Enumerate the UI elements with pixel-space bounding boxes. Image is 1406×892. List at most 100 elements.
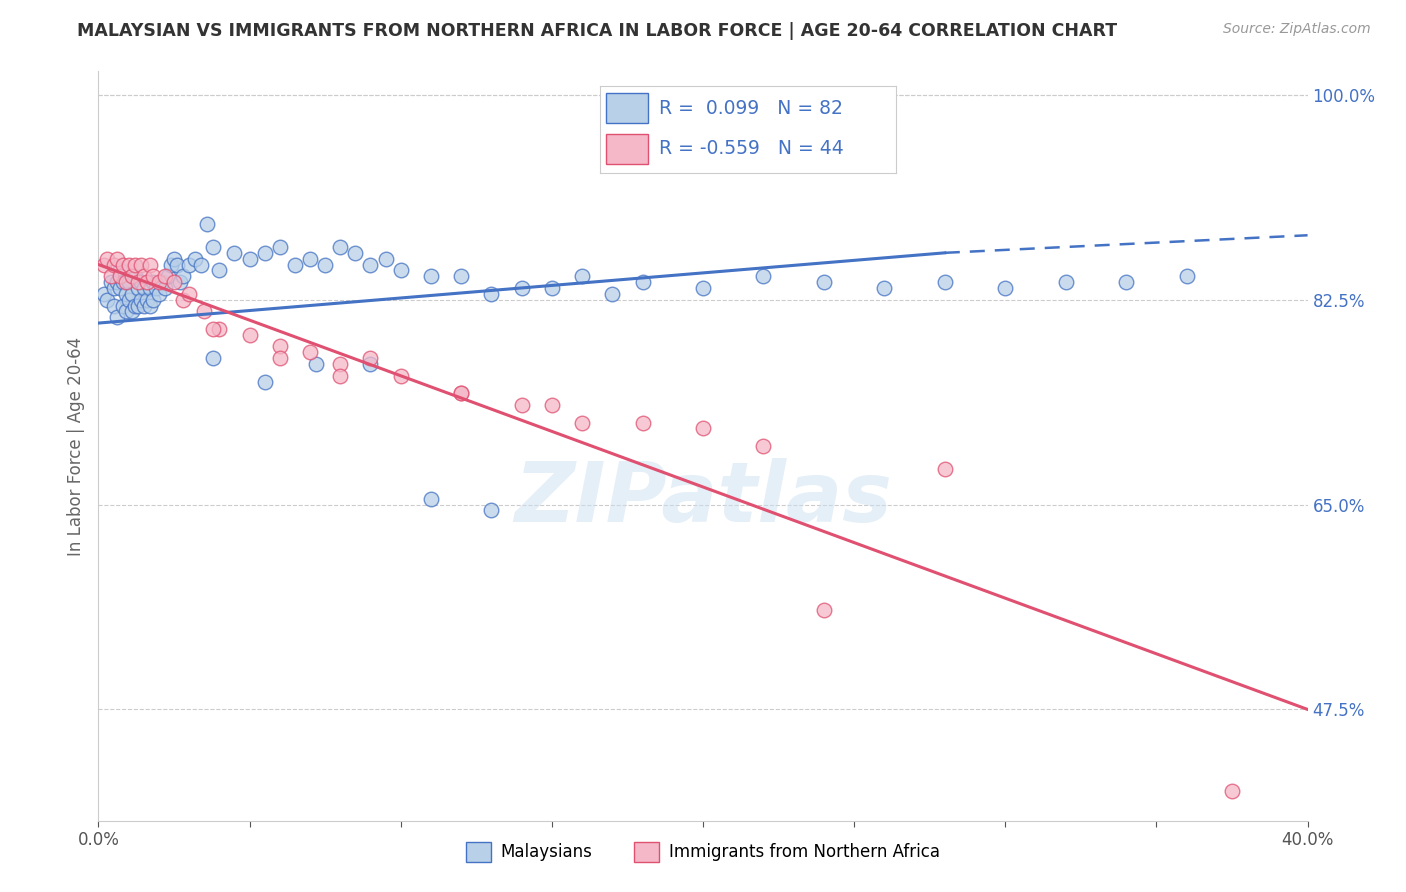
Point	[139, 298, 162, 313]
Point	[389, 368, 412, 383]
Point	[93, 258, 115, 272]
Point	[195, 217, 218, 231]
Point	[934, 275, 956, 289]
Point	[135, 275, 157, 289]
Point	[148, 286, 170, 301]
Point	[124, 298, 146, 313]
Point	[124, 269, 146, 284]
Point	[752, 269, 775, 284]
Point	[299, 345, 322, 359]
Point	[166, 258, 188, 272]
Point	[202, 322, 225, 336]
Point	[481, 503, 503, 517]
Point	[510, 281, 533, 295]
Point	[111, 275, 134, 289]
Point	[510, 398, 533, 412]
Point	[239, 252, 262, 266]
Point	[934, 462, 956, 476]
Point	[305, 357, 328, 371]
Point	[118, 293, 141, 307]
Point	[142, 269, 165, 284]
Point	[148, 275, 170, 289]
Point	[121, 286, 143, 301]
Point	[184, 252, 207, 266]
Point	[631, 416, 654, 430]
Point	[150, 275, 173, 289]
Point	[108, 269, 131, 284]
Point	[994, 281, 1017, 295]
Point	[450, 386, 472, 401]
Point	[103, 281, 125, 295]
Point	[224, 245, 246, 260]
Point	[253, 245, 276, 260]
Point	[118, 258, 141, 272]
Point	[153, 281, 176, 295]
Point	[269, 339, 291, 353]
Point	[132, 281, 155, 295]
Point	[127, 298, 149, 313]
Point	[103, 258, 125, 272]
Point	[202, 351, 225, 366]
Point	[190, 258, 212, 272]
Point	[172, 269, 194, 284]
Point	[163, 275, 186, 289]
Point	[239, 327, 262, 342]
Point	[360, 357, 382, 371]
Point	[253, 375, 276, 389]
Point	[111, 298, 134, 313]
Point	[172, 293, 194, 307]
Point	[121, 269, 143, 284]
Point	[100, 275, 122, 289]
Point	[160, 258, 183, 272]
Point	[202, 240, 225, 254]
Point	[139, 258, 162, 272]
Point	[96, 252, 118, 266]
Point	[1175, 269, 1198, 284]
Point	[631, 275, 654, 289]
Point	[105, 252, 128, 266]
Point	[114, 304, 136, 318]
Point	[360, 351, 382, 366]
Text: Source: ZipAtlas.com: Source: ZipAtlas.com	[1223, 22, 1371, 37]
Point	[1054, 275, 1077, 289]
Point	[156, 269, 179, 284]
Legend: Malaysians, Immigrants from Northern Africa: Malaysians, Immigrants from Northern Afr…	[460, 835, 946, 869]
Point	[129, 258, 152, 272]
Text: ZIPatlas: ZIPatlas	[515, 458, 891, 539]
Point	[127, 281, 149, 295]
Point	[193, 304, 215, 318]
Point	[139, 281, 162, 295]
Point	[179, 258, 201, 272]
Point	[121, 304, 143, 318]
Point	[129, 275, 152, 289]
Point	[108, 263, 131, 277]
Point	[602, 286, 624, 301]
Point	[114, 275, 136, 289]
Point	[132, 269, 155, 284]
Point	[132, 298, 155, 313]
Point	[135, 293, 157, 307]
Point	[169, 275, 191, 289]
Point	[329, 357, 352, 371]
Point	[284, 258, 307, 272]
Y-axis label: In Labor Force | Age 20-64: In Labor Force | Age 20-64	[66, 336, 84, 556]
Point	[105, 310, 128, 325]
Point	[813, 275, 835, 289]
Point	[299, 252, 322, 266]
Point	[571, 416, 593, 430]
Point	[118, 275, 141, 289]
Point	[111, 258, 134, 272]
Point	[153, 269, 176, 284]
Point	[450, 386, 472, 401]
Point	[329, 240, 352, 254]
Point	[179, 286, 201, 301]
Point	[129, 293, 152, 307]
Point	[360, 258, 382, 272]
Point	[1115, 275, 1137, 289]
Point	[105, 275, 128, 289]
Point	[344, 245, 367, 260]
Point	[1220, 784, 1243, 798]
Point	[269, 240, 291, 254]
Point	[752, 439, 775, 453]
Point	[208, 322, 231, 336]
